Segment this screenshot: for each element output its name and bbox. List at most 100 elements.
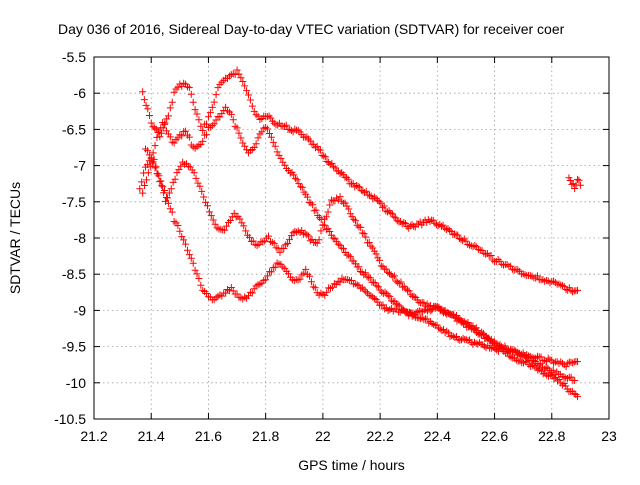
data-point	[526, 272, 534, 280]
y-tick-label: -8.5	[62, 266, 86, 282]
data-point	[350, 215, 358, 223]
data-point	[566, 176, 574, 184]
data-point	[157, 177, 165, 185]
data-point	[168, 98, 176, 106]
data-point	[479, 329, 487, 337]
data-point	[327, 196, 335, 204]
data-point	[156, 133, 164, 141]
data-point	[153, 133, 161, 141]
data-point	[530, 357, 538, 365]
data-point	[149, 158, 157, 166]
data-point	[289, 229, 297, 237]
data-point	[207, 212, 215, 220]
data-point	[144, 105, 152, 113]
data-point	[204, 113, 212, 121]
data-point	[338, 197, 346, 205]
data-point	[262, 276, 270, 284]
data-point	[373, 282, 381, 290]
data-point	[400, 218, 408, 226]
data-point	[367, 242, 375, 250]
data-point	[238, 219, 246, 227]
data-point	[444, 329, 452, 337]
data-point	[310, 207, 318, 215]
data-point	[315, 236, 323, 244]
data-point	[203, 131, 211, 139]
data-point	[180, 236, 188, 244]
data-point	[457, 317, 465, 325]
data-point	[521, 271, 529, 279]
data-point	[164, 112, 172, 120]
data-point	[176, 131, 184, 139]
data-point	[166, 205, 174, 213]
data-point	[321, 153, 329, 161]
data-point	[324, 208, 332, 216]
data-point	[275, 119, 283, 127]
data-point	[570, 390, 578, 398]
data-point	[562, 382, 570, 390]
data-point	[459, 334, 467, 342]
data-point	[319, 221, 327, 229]
data-point	[336, 278, 344, 286]
data-point	[386, 292, 394, 300]
data-point	[266, 238, 274, 246]
data-point	[403, 222, 411, 230]
data-point	[403, 308, 411, 316]
data-point	[273, 259, 281, 267]
data-point	[574, 175, 582, 183]
data-point	[214, 84, 222, 92]
data-point	[386, 269, 394, 277]
data-point	[393, 305, 401, 313]
data-point	[277, 154, 285, 162]
data-point	[246, 96, 254, 104]
data-point	[539, 370, 547, 378]
data-point	[393, 217, 401, 225]
data-point	[162, 194, 170, 202]
data-point	[439, 221, 447, 229]
data-point	[449, 310, 457, 318]
data-point	[185, 251, 193, 259]
data-point	[548, 372, 556, 380]
data-point	[472, 340, 480, 348]
data-point	[290, 277, 298, 285]
x-tick-label: 22.2	[366, 428, 393, 444]
data-point	[562, 285, 570, 293]
data-point	[336, 241, 344, 249]
data-point	[176, 227, 184, 235]
data-point	[386, 306, 394, 314]
data-point	[199, 286, 207, 294]
data-point	[320, 152, 328, 160]
data-point	[338, 244, 346, 252]
data-point	[392, 214, 400, 222]
data-point	[154, 128, 162, 136]
x-tick-label: 22.6	[481, 428, 508, 444]
data-point	[383, 208, 391, 216]
data-point	[375, 198, 383, 206]
data-point	[442, 226, 450, 234]
data-point	[305, 232, 313, 240]
data-point	[267, 133, 275, 141]
data-point	[161, 120, 169, 128]
data-point	[192, 174, 200, 182]
series-track-4	[142, 145, 582, 401]
data-point	[269, 138, 277, 146]
y-tick-label: -6	[74, 85, 87, 101]
data-point	[362, 288, 370, 296]
data-point	[309, 201, 317, 209]
data-point	[374, 283, 382, 291]
data-point	[155, 172, 163, 180]
data-point	[478, 328, 486, 336]
data-point	[170, 218, 178, 226]
data-point	[275, 151, 283, 159]
data-point	[197, 281, 205, 289]
data-point	[304, 270, 312, 278]
data-point	[365, 191, 373, 199]
data-point	[397, 278, 405, 286]
data-point	[471, 242, 479, 250]
data-point	[193, 110, 201, 118]
data-point	[396, 302, 404, 310]
data-point	[235, 70, 243, 78]
data-point	[376, 256, 384, 264]
data-point	[187, 90, 195, 98]
data-point	[352, 217, 360, 225]
data-point	[344, 276, 352, 284]
